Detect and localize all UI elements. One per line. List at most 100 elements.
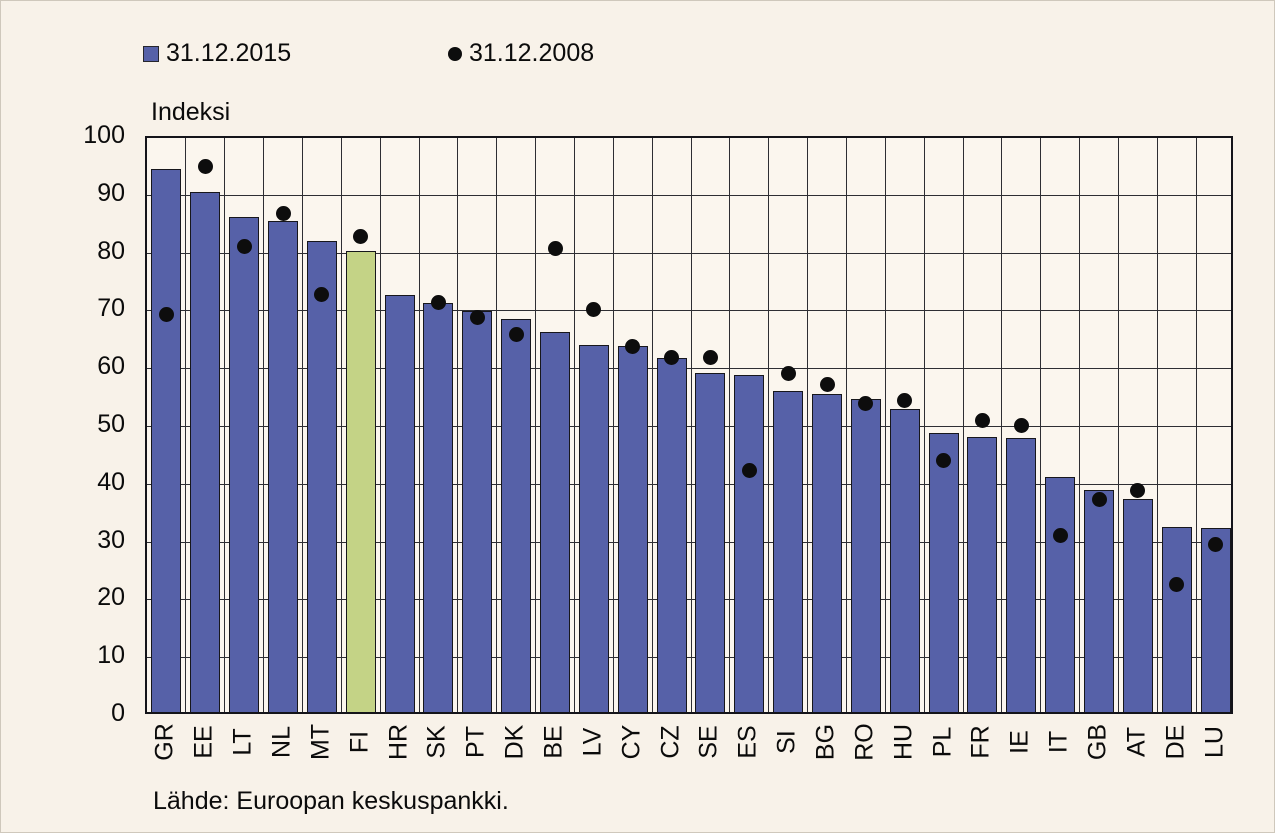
bar-SI bbox=[773, 390, 804, 712]
y-tick-label-10: 10 bbox=[97, 641, 125, 670]
bar-GR bbox=[151, 168, 182, 712]
bar-LT bbox=[229, 216, 260, 712]
gridline-horizontal bbox=[147, 541, 1231, 543]
gridline-vertical bbox=[1156, 138, 1158, 712]
x-tick-label-PL: PL bbox=[928, 726, 957, 758]
bar-SK bbox=[423, 303, 454, 712]
dot-MT bbox=[314, 286, 330, 302]
bar-PT bbox=[462, 310, 493, 712]
gridline-vertical bbox=[729, 138, 731, 712]
gridline-vertical bbox=[923, 138, 925, 712]
bar-GB bbox=[1084, 490, 1114, 712]
dot-CZ bbox=[664, 350, 680, 366]
bar-IT bbox=[1045, 477, 1076, 712]
gridline-horizontal bbox=[147, 310, 1231, 312]
dot-GR bbox=[158, 306, 174, 322]
y-tick-label-90: 90 bbox=[97, 178, 125, 207]
x-tick-label-FR: FR bbox=[966, 725, 995, 759]
dot-DE bbox=[1169, 576, 1185, 592]
y-tick-label-70: 70 bbox=[97, 294, 125, 323]
dot-RO bbox=[858, 396, 874, 412]
gridline-vertical bbox=[612, 138, 614, 712]
gridline-vertical bbox=[1195, 138, 1197, 712]
gridline-vertical bbox=[185, 138, 187, 712]
x-tick-label-PT: PT bbox=[461, 726, 490, 758]
dot-NL bbox=[275, 205, 291, 221]
dot-CY bbox=[625, 338, 641, 354]
source-note: Lähde: Euroopan keskuspankki. bbox=[153, 787, 509, 815]
dot-DK bbox=[508, 327, 524, 343]
y-tick-label-60: 60 bbox=[97, 352, 125, 381]
x-tick-label-BG: BG bbox=[811, 723, 840, 761]
gridline-vertical bbox=[457, 138, 459, 712]
gridline-vertical bbox=[379, 138, 381, 712]
dot-IT bbox=[1052, 528, 1068, 544]
dot-LU bbox=[1208, 537, 1224, 553]
legend-item-2015: 31.12.2015 bbox=[143, 41, 291, 66]
x-tick-label-GR: GR bbox=[150, 723, 179, 761]
bar-DE bbox=[1161, 527, 1192, 712]
bar-EE bbox=[190, 191, 221, 712]
gridline-vertical bbox=[1040, 138, 1042, 712]
x-tick-label-LU: LU bbox=[1200, 726, 1229, 758]
x-tick-label-HR: HR bbox=[384, 723, 413, 761]
gridline-vertical bbox=[224, 138, 226, 712]
gridline-vertical bbox=[263, 138, 265, 712]
gridline-vertical bbox=[651, 138, 653, 712]
x-tick-label-LT: LT bbox=[228, 728, 257, 756]
x-tick-label-SK: SK bbox=[422, 725, 451, 759]
bar-SE bbox=[695, 373, 726, 712]
x-tick-label-ES: ES bbox=[733, 725, 762, 759]
bar-DK bbox=[501, 318, 532, 712]
gridline-vertical bbox=[807, 138, 809, 712]
gridline-vertical bbox=[962, 138, 964, 712]
dot-AT bbox=[1130, 483, 1146, 499]
x-tick-label-DE: DE bbox=[1161, 724, 1190, 760]
dot-FI bbox=[353, 228, 369, 244]
x-tick-label-AT: AT bbox=[1122, 726, 1151, 758]
x-tick-label-SI: SI bbox=[772, 730, 801, 754]
y-axis-title: Indeksi bbox=[151, 98, 231, 126]
bar-NL bbox=[268, 220, 298, 712]
legend-dot-marker bbox=[448, 46, 462, 61]
dot-SK bbox=[430, 295, 446, 311]
legend-label-2015: 31.12.2015 bbox=[166, 39, 292, 67]
x-tick-label-HU: HU bbox=[889, 723, 918, 761]
y-tick-label-80: 80 bbox=[97, 236, 125, 265]
bar-LU bbox=[1200, 528, 1231, 712]
x-tick-label-GB: GB bbox=[1083, 723, 1112, 761]
x-tick-label-BE: BE bbox=[539, 725, 568, 759]
gridline-vertical bbox=[1117, 138, 1119, 712]
x-tick-label-IE: IE bbox=[1005, 730, 1034, 754]
bar-FR bbox=[967, 436, 998, 712]
gridline-vertical bbox=[340, 138, 342, 712]
gridline-vertical bbox=[845, 138, 847, 712]
bar-RO bbox=[850, 399, 881, 712]
y-tick-label-40: 40 bbox=[97, 467, 125, 496]
legend-square-marker bbox=[143, 45, 159, 62]
x-tick-label-EE: EE bbox=[189, 725, 218, 759]
bar-HR bbox=[384, 294, 415, 712]
gridline-horizontal bbox=[147, 483, 1231, 485]
y-tick-label-30: 30 bbox=[97, 525, 125, 554]
gridline-vertical bbox=[418, 138, 420, 712]
dot-IE bbox=[1013, 417, 1029, 433]
gridline-horizontal bbox=[147, 368, 1231, 370]
gridline-vertical bbox=[573, 138, 575, 712]
dot-GB bbox=[1091, 491, 1107, 507]
dot-EE bbox=[197, 159, 213, 175]
gridline-vertical bbox=[1001, 138, 1003, 712]
dot-LV bbox=[586, 302, 602, 318]
x-tick-label-RO: RO bbox=[850, 723, 879, 761]
gridline-horizontal bbox=[147, 194, 1231, 196]
x-tick-label-IT: IT bbox=[1044, 730, 1073, 754]
y-tick-label-20: 20 bbox=[97, 583, 125, 612]
gridline-vertical bbox=[884, 138, 886, 712]
gridline-horizontal bbox=[147, 657, 1231, 659]
gridline-vertical bbox=[301, 138, 303, 712]
gridline-vertical bbox=[1079, 138, 1081, 712]
bar-PL bbox=[928, 432, 959, 712]
dot-BE bbox=[547, 241, 563, 257]
gridline-vertical bbox=[768, 138, 770, 712]
